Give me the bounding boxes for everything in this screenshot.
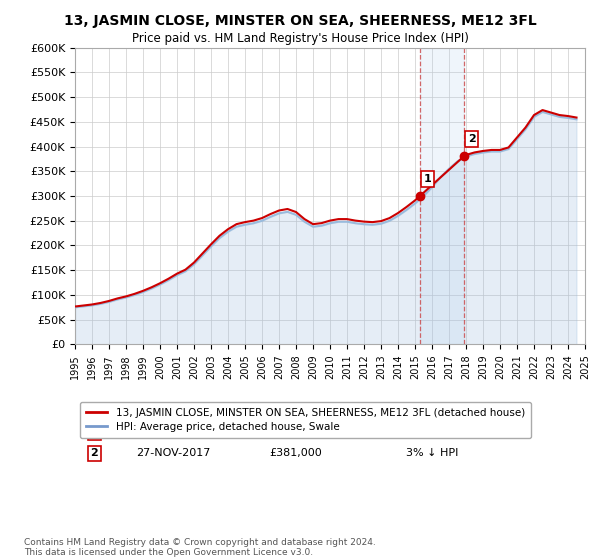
Text: £381,000: £381,000: [269, 449, 322, 458]
Text: £299,995: £299,995: [269, 427, 322, 437]
Text: 27-NOV-2017: 27-NOV-2017: [136, 449, 211, 458]
Text: Contains HM Land Registry data © Crown copyright and database right 2024.
This d: Contains HM Land Registry data © Crown c…: [24, 538, 376, 557]
Text: 1: 1: [90, 427, 98, 437]
Text: 13, JASMIN CLOSE, MINSTER ON SEA, SHEERNESS, ME12 3FL: 13, JASMIN CLOSE, MINSTER ON SEA, SHEERN…: [64, 14, 536, 28]
Bar: [420, 48, 464, 344]
Text: Price paid vs. HM Land Registry's House Price Index (HPI): Price paid vs. HM Land Registry's House …: [131, 32, 469, 45]
Text: 2: 2: [468, 134, 475, 144]
Text: 1: 1: [424, 174, 431, 184]
Text: 17-APR-2015: 17-APR-2015: [136, 427, 208, 437]
Text: ≈ HPI: ≈ HPI: [407, 427, 438, 437]
Text: 2: 2: [90, 449, 98, 458]
Legend: 13, JASMIN CLOSE, MINSTER ON SEA, SHEERNESS, ME12 3FL (detached house), HPI: Ave: 13, JASMIN CLOSE, MINSTER ON SEA, SHEERN…: [80, 402, 531, 438]
Text: 3% ↓ HPI: 3% ↓ HPI: [407, 449, 459, 458]
